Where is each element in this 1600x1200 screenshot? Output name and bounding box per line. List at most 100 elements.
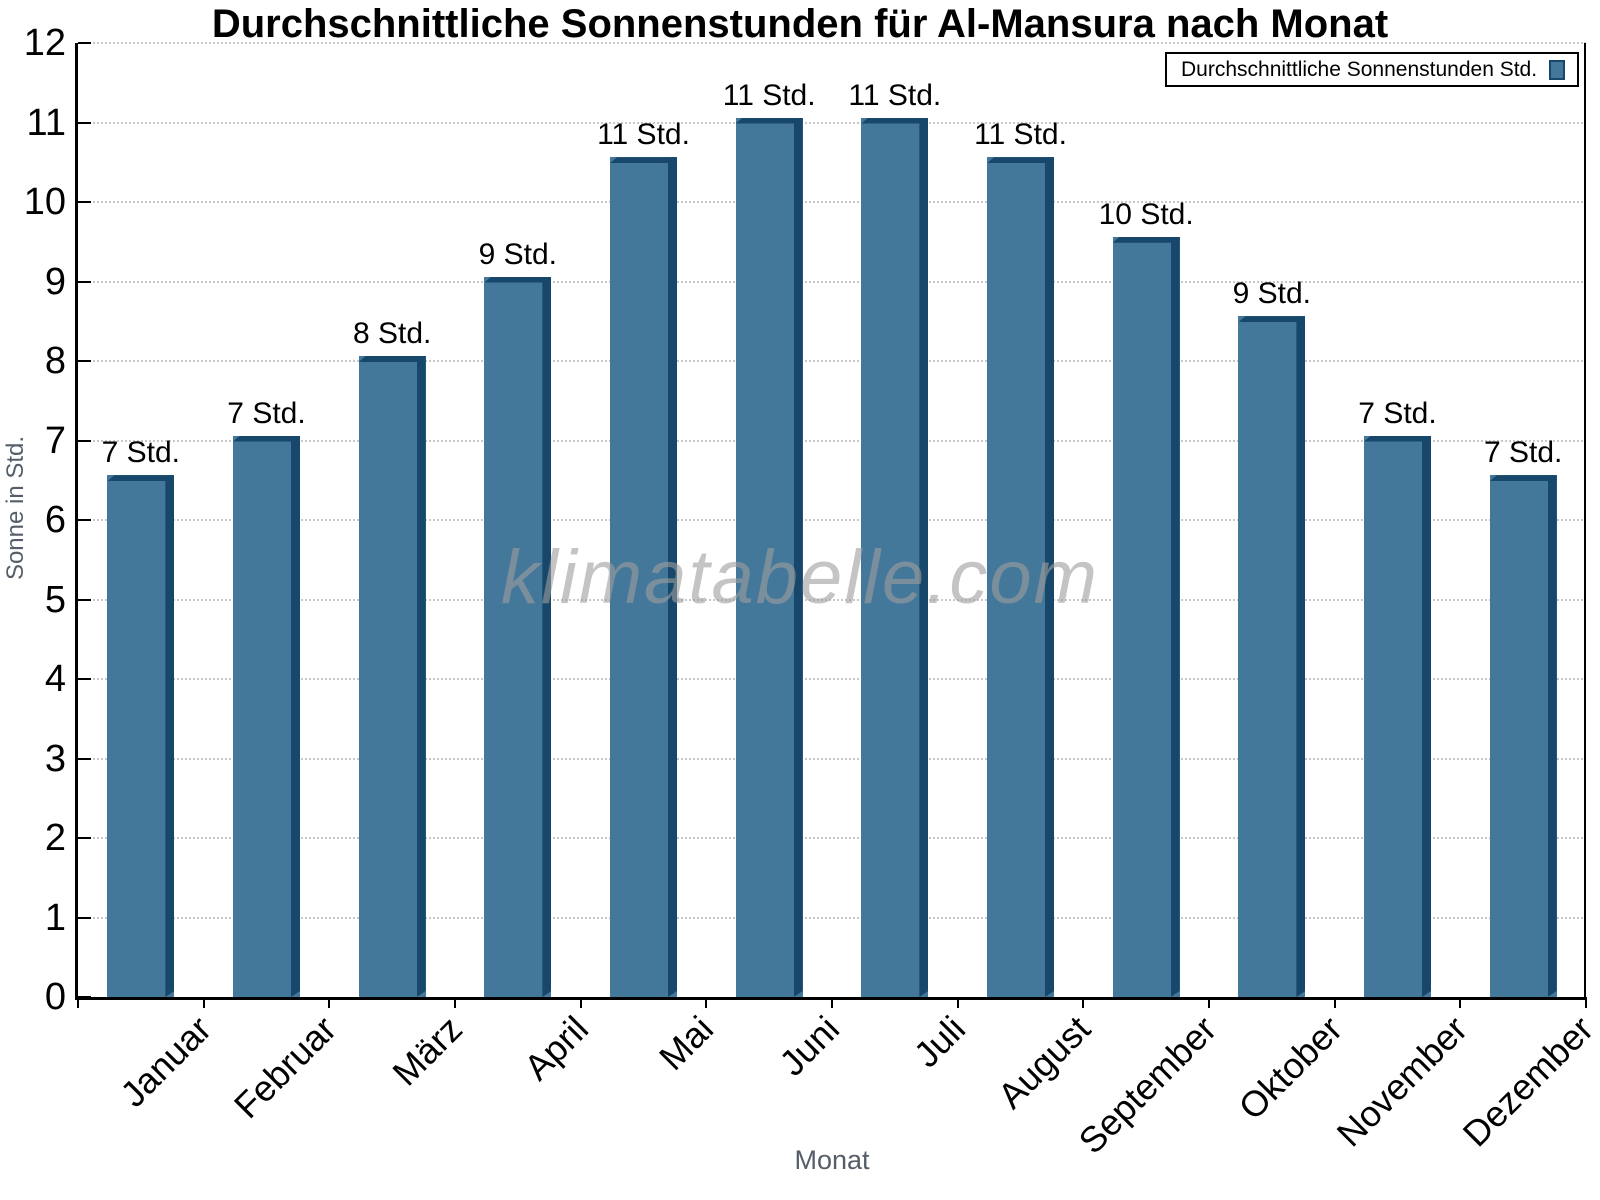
x-tick-mark [1208, 997, 1210, 1008]
bar-januar [107, 475, 175, 997]
x-tick-mark [328, 997, 331, 1008]
gridline [78, 916, 1586, 919]
x-tick-mark [1082, 997, 1085, 1008]
legend-swatch-icon [1549, 59, 1566, 80]
gridline [78, 519, 1586, 521]
y-tick-mark [78, 678, 91, 680]
bar-dezember [1489, 475, 1557, 997]
y-tick-label: 3 [44, 737, 66, 780]
bar-side-shadow [291, 436, 300, 998]
bar-value-label-februar: 7 Std. [227, 396, 306, 430]
y-tick-label: 9 [44, 260, 66, 303]
x-tick-label-april: April [515, 1008, 596, 1088]
x-tick-mark [77, 997, 79, 1008]
gridline [78, 678, 1586, 680]
x-tick-mark [454, 997, 456, 1008]
bar-top-bevel [1238, 316, 1306, 323]
x-tick-label-februar: Februar [226, 1008, 345, 1127]
bar-side-shadow [668, 157, 677, 997]
bar-top-bevel [861, 117, 929, 124]
x-tick-mark [1585, 997, 1587, 1008]
y-tick-mark [78, 42, 91, 44]
bar-value-label-april: 9 Std. [478, 237, 558, 271]
bar-top-bevel [358, 356, 426, 362]
bar-value-label-november: 7 Std. [1358, 396, 1437, 430]
y-tick-mark [78, 837, 91, 839]
bar-top-bevel [233, 435, 300, 442]
bar-value-label-maerz: 8 Std. [352, 317, 432, 350]
bar-top-bevel [1112, 236, 1180, 243]
bar-top-bevel [1364, 435, 1431, 442]
x-tick-mark [956, 997, 959, 1008]
y-tick-mark [78, 439, 91, 442]
gridline [78, 201, 1586, 203]
bar-value-label-september: 10 Std. [1098, 197, 1194, 231]
bar-juni [735, 117, 803, 997]
y-tick-mark [78, 916, 91, 919]
x-tick-label-juli: Juli [905, 1008, 973, 1076]
bar-side-shadow [919, 118, 928, 998]
x-tick-label-november: November [1328, 1008, 1476, 1155]
y-tick-mark [78, 280, 91, 283]
bar-side-shadow [1422, 436, 1431, 998]
bar-top-bevel [1489, 475, 1557, 482]
y-tick-mark [78, 360, 91, 362]
bar-februar [233, 435, 300, 998]
x-tick-mark [705, 997, 708, 1008]
y-axis-title: Sonne in Std. [2, 435, 29, 581]
y-tick-mark [78, 519, 91, 521]
x-tick-label-oktober: Oktober [1230, 1008, 1350, 1128]
bar-mai [610, 157, 677, 997]
gridline [78, 598, 1586, 601]
x-tick-label-dezember: Dezember [1454, 1008, 1600, 1155]
bar-value-label-mai: 11 Std. [597, 118, 690, 152]
gridline [78, 360, 1586, 362]
bar-oktober [1238, 316, 1306, 997]
bar-september [1112, 236, 1180, 997]
x-tick-mark [1459, 997, 1462, 1008]
y-tick-label: 7 [44, 419, 66, 462]
y-tick-label: 5 [44, 578, 66, 621]
bar-november [1364, 435, 1431, 998]
bar-top-bevel [484, 276, 552, 283]
bar-value-label-januar: 7 Std. [101, 436, 181, 470]
gridline [78, 280, 1586, 283]
x-tick-label-juni: Juni [771, 1008, 847, 1084]
x-axis-line [75, 997, 1586, 1000]
y-tick-mark [78, 201, 91, 203]
bar-top-bevel [735, 117, 803, 124]
y-tick-label: 0 [44, 976, 66, 1018]
x-tick-mark [579, 997, 582, 1008]
bar-april [484, 276, 552, 998]
bar-side-shadow [1045, 157, 1054, 997]
x-tick-label-maerz: März [384, 1008, 470, 1094]
y-tick-mark [78, 121, 91, 124]
gridline [78, 439, 1586, 442]
bar-side-shadow [542, 277, 551, 998]
y-tick-label: 2 [44, 817, 66, 859]
y-tick-label: 1 [44, 896, 66, 939]
x-axis-title: Monat [794, 1145, 870, 1175]
bar-side-shadow [1296, 316, 1305, 997]
bar-side-shadow [1171, 237, 1180, 997]
bar-value-label-dezember: 7 Std. [1483, 436, 1563, 470]
y-tick-label: 12 [23, 22, 66, 64]
gridline [78, 837, 1586, 839]
legend-label: Durchschnittliche Sonnenstunden Std. [1181, 57, 1538, 81]
x-tick-label-august: August [990, 1008, 1099, 1117]
x-tick-mark [1333, 997, 1336, 1008]
bar-side-shadow [1548, 475, 1557, 997]
x-tick-label-mai: Mai [651, 1008, 722, 1079]
bar-value-label-juni: 11 Std. [722, 78, 816, 112]
y-tick-mark [78, 598, 91, 601]
y-tick-label: 6 [44, 499, 66, 541]
bar-value-label-juli: 11 Std. [848, 78, 942, 112]
bar-juli [861, 117, 929, 998]
bar-top-bevel [987, 157, 1054, 164]
chart-title: Durchschnittliche Sonnenstunden für Al-M… [211, 2, 1389, 46]
y-axis-line [75, 43, 78, 1000]
bar-maerz [358, 356, 426, 997]
gridline [78, 42, 1586, 44]
bar-top-bevel [107, 475, 175, 482]
